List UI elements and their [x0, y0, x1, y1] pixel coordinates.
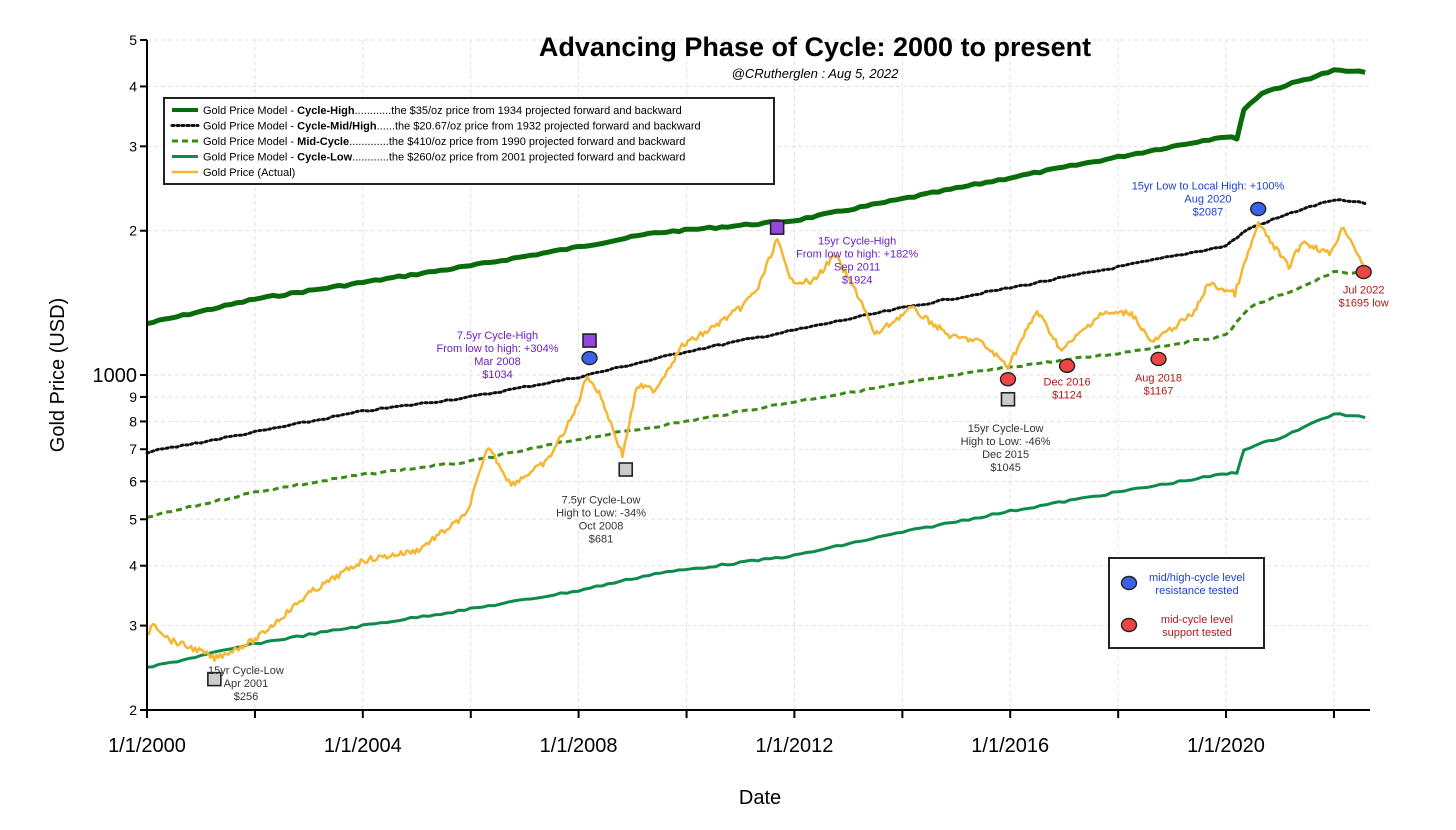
circle-marker	[999, 372, 1017, 387]
legend-box	[163, 97, 775, 185]
annotation: 7.5yr Cycle-Low High to Low: -34% Oct 2008…	[556, 494, 646, 545]
marker-legend-text: mid-cycle level support tested	[1161, 614, 1233, 639]
x-tick-label: 1/1/2012	[755, 735, 833, 757]
series-line-2	[146, 269, 1366, 519]
series-line-0	[146, 67, 1366, 327]
marker-legend: mid/high-cycle level resistance tested mid…	[1108, 557, 1265, 649]
y-tick-label: 4	[129, 558, 137, 574]
square-marker	[207, 671, 222, 687]
legend-entry: Gold Price Model - Cycle-Mid/High......t…	[203, 121, 701, 133]
annotation: Aug 2018 $1167	[1135, 372, 1182, 397]
circle-marker	[1150, 351, 1167, 367]
legend-entry: Gold Price Model - Cycle-Low............…	[203, 152, 685, 164]
y-tick-label: 5	[129, 511, 137, 527]
marker-legend-swatch	[1120, 575, 1138, 591]
annotation-layer: 15yr Cycle-Low Apr 2001 $256 7.5yr Cycle-Hi…	[208, 180, 1389, 702]
legend-entry: Gold Price (Actual)	[203, 167, 295, 179]
annotation: Jul 2022 $1695 low	[1339, 284, 1389, 309]
marker-legend-text: mid/high-cycle level resistance tested	[1149, 572, 1245, 597]
annotation: 7.5yr Cycle-High From low to high: +304% M…	[437, 330, 559, 381]
x-tick-label: 1/1/2004	[324, 735, 402, 757]
chart-subtitle: @CRutherglen : Aug 5, 2022	[732, 66, 899, 81]
circle-marker	[1355, 264, 1372, 280]
annotation: 15yr Cycle-High From low to high: +182% Se…	[796, 236, 918, 287]
y-tick-label: 4	[129, 78, 137, 94]
x-axis-label: Date	[739, 787, 781, 809]
marker-legend-box	[1108, 557, 1265, 649]
chart-title: Advancing Phase of Cycle: 2000 to presen…	[539, 32, 1091, 62]
x-tick-label: 1/1/2008	[540, 735, 618, 757]
annotation: 15yr Cycle-Low High to Low: -46% Dec 2015 $…	[961, 423, 1051, 474]
annotation: 15yr Cycle-Low Apr 2001 $256	[208, 665, 284, 703]
y-tick-label: 1000	[93, 365, 138, 387]
annotation: 15yr Low to Local High: +100% Aug 2020 $20…	[1132, 180, 1285, 218]
y-tick-label: 2	[129, 223, 137, 239]
marker-legend-swatch	[1120, 617, 1138, 633]
axes: 2 3 4 5 6 7 8 9 1000 2 3 4 5 1/1/2000 1/1/2004 1/1/2008…	[93, 32, 1370, 757]
annotation: Dec 2016 $1124	[1044, 377, 1091, 402]
y-tick-label: 6	[129, 473, 137, 489]
series-line-4	[146, 221, 1365, 663]
series-line-1	[145, 198, 1367, 455]
y-tick-label: 3	[129, 618, 137, 634]
y-tick-label: 8	[129, 413, 137, 429]
series-layer	[145, 67, 1367, 669]
square-marker	[1000, 391, 1016, 407]
square-marker	[582, 333, 597, 348]
legend: Gold Price Model - Cycle-High...........…	[163, 97, 775, 185]
y-tick-label: 3	[129, 138, 137, 154]
x-tick-label: 1/1/2020	[1187, 735, 1265, 757]
circle-marker	[1058, 358, 1076, 374]
y-axis-label: Gold Price (USD)	[47, 298, 69, 452]
square-marker	[769, 220, 785, 235]
marker-layer	[207, 201, 1372, 687]
grid	[146, 39, 1370, 711]
square-marker	[618, 462, 634, 477]
y-tick-label: 5	[129, 32, 137, 48]
x-tick-label: 1/1/2000	[108, 735, 186, 757]
y-tick-label: 9	[129, 389, 137, 405]
legend-entry: Gold Price Model - Cycle-High...........…	[203, 105, 682, 117]
y-tick-label: 2	[129, 702, 137, 718]
legend-entry: Gold Price Model - Mid-Cycle............…	[203, 136, 685, 148]
circle-marker	[1250, 201, 1267, 217]
series-line-3	[146, 412, 1366, 669]
x-tick-label: 1/1/2016	[971, 735, 1049, 757]
circle-marker	[581, 350, 598, 366]
y-tick-label: 7	[129, 441, 137, 457]
